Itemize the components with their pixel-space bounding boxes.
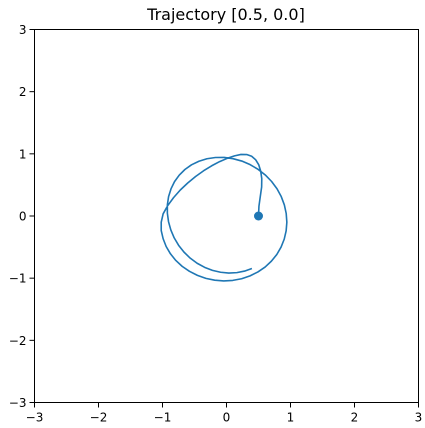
axis-ticks: −3 −2 −1 0 1 2 3 −3 −2 −1 0 1 2 3 [9,23,423,425]
x-tick-label: −3 [26,411,44,425]
x-tick-label: 3 [415,411,423,425]
y-tick-label: −3 [9,396,27,410]
trajectory-line [160,153,288,282]
x-tick-label: −2 [90,411,108,425]
chart-title: Trajectory [0.5, 0.0] [146,5,305,24]
x-tick-label: 2 [351,411,359,425]
y-tick-label: 0 [19,210,27,224]
y-tick-label: −2 [9,334,27,348]
axes-frame [34,29,419,403]
y-tick-label: −1 [9,272,27,286]
x-tick-label: 0 [223,411,231,425]
y-tick-label: 1 [19,147,27,161]
y-tick-label: 3 [19,23,27,37]
start-point-marker [254,211,263,221]
x-tick-label: 1 [287,411,295,425]
x-tick-label: −1 [154,411,172,425]
plot-area [160,153,288,282]
y-tick-label: 2 [19,85,27,99]
